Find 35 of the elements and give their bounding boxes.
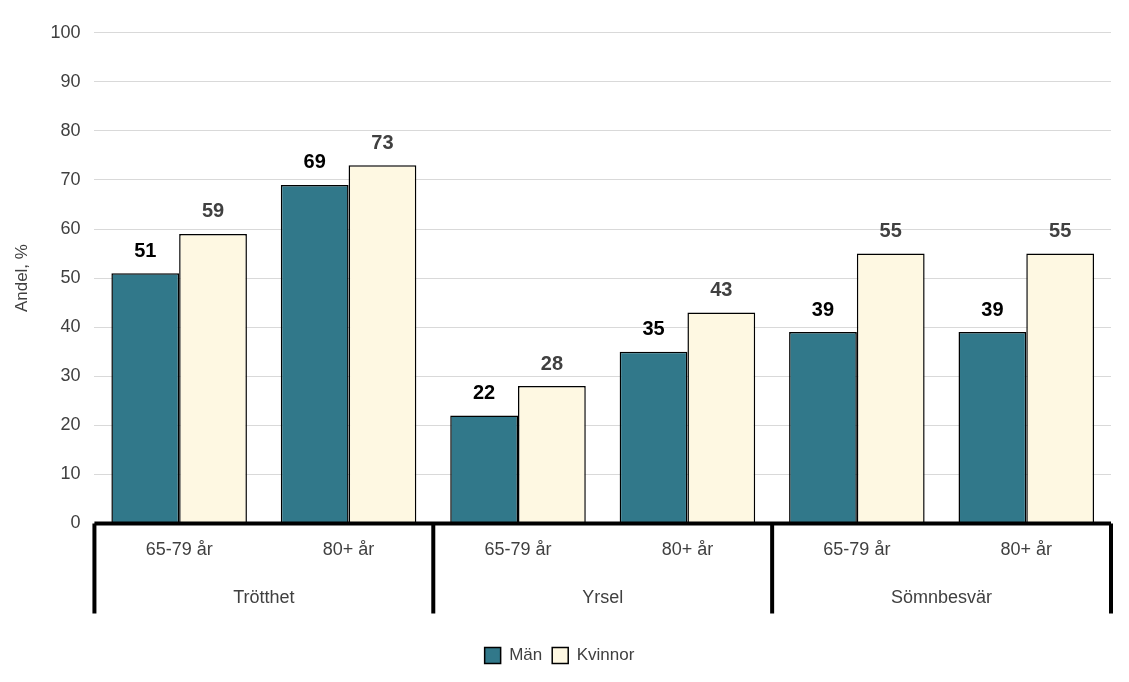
data-label: 35 xyxy=(642,317,665,340)
data-label: 69 xyxy=(303,150,326,173)
data-label: 22 xyxy=(472,380,496,403)
data-label: 28 xyxy=(540,351,564,374)
y-tick-label: 100 xyxy=(50,21,81,42)
y-tick-label: 60 xyxy=(60,218,81,239)
y-tick-label: 80 xyxy=(60,119,81,140)
data-label: 55 xyxy=(1049,219,1072,242)
y-tick-label: 20 xyxy=(60,414,81,435)
x-tick-label: 80+ år xyxy=(661,539,714,560)
y-axis-title: Andel, % xyxy=(11,244,31,313)
data-label: 51 xyxy=(134,238,157,261)
data-label: 43 xyxy=(710,277,733,300)
text: Yrsel xyxy=(582,587,624,608)
x-tick-label: 80+ år xyxy=(1000,539,1053,560)
text: Trötthet xyxy=(233,587,295,608)
y-tick-label: 0 xyxy=(70,512,81,533)
x-tick-label: 80+ år xyxy=(322,539,375,560)
y-tick-label: 40 xyxy=(60,316,81,337)
y-tick-label: 90 xyxy=(60,70,81,91)
x-tick-label: 65-79 år xyxy=(484,539,552,560)
legend-label: Kvinnor xyxy=(576,645,635,665)
data-label: 39 xyxy=(811,297,835,320)
data-label: 39 xyxy=(981,297,1004,320)
y-tick-label: 50 xyxy=(60,267,81,288)
x-tick-label: 65-79 år xyxy=(823,539,891,560)
text: Sömnbesvär xyxy=(891,587,993,608)
data-label: 59 xyxy=(201,199,225,222)
y-tick-label: 10 xyxy=(60,463,81,484)
data-label: 55 xyxy=(879,219,902,242)
y-tick-label: 70 xyxy=(60,168,81,189)
x-tick-label: 65-79 år xyxy=(145,539,213,560)
legend-label: Män xyxy=(509,645,543,665)
data-label: 73 xyxy=(371,130,394,153)
y-tick-label: 30 xyxy=(60,365,81,386)
